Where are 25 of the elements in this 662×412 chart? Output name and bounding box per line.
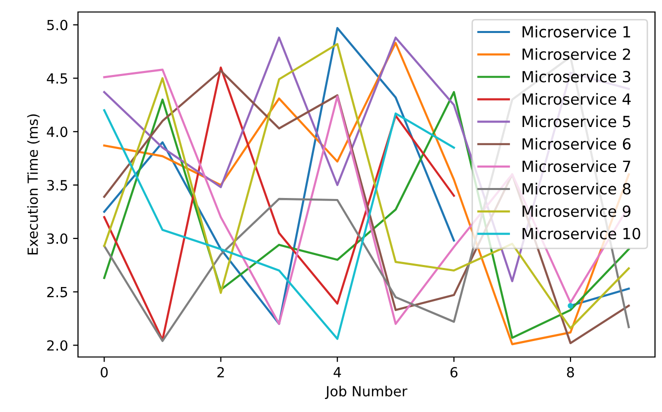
x-tick-label: 0 <box>100 366 108 378</box>
legend-label: Microservice 1 <box>522 26 630 38</box>
legend-label: Microservice 8 <box>522 182 630 195</box>
y-tick-label: 3.0 <box>47 233 68 244</box>
line-series <box>103 66 455 341</box>
legend-label: Microservice 4 <box>522 93 631 105</box>
legend-label: Microservice 7 <box>522 160 630 172</box>
legend-label: Microservice 5 <box>522 115 630 128</box>
x-tick-label: 8 <box>567 366 574 378</box>
x-axis-title: Job Number <box>324 386 408 400</box>
x-tick-label: 2 <box>217 366 224 378</box>
y-tick-label: 4.0 <box>46 126 68 138</box>
x-tick-label: 4 <box>334 367 341 378</box>
legend-label: Microservice 2 <box>522 48 630 60</box>
legend-label: Microservice 6 <box>522 138 631 150</box>
legend-label: Microservice 9 <box>522 205 630 217</box>
y-tick-label: 4.5 <box>46 73 68 84</box>
x-tick-label: 6 <box>450 366 458 378</box>
y-tick-label: 3.5 <box>47 180 68 191</box>
y-tick-label: 2.0 <box>47 340 68 351</box>
y-axis-title: Execution Time (ms) <box>27 114 40 254</box>
y-tick-label: 5.0 <box>47 20 68 30</box>
legend-label: Microservice 10 <box>522 228 640 240</box>
legend-label: Microservice 3 <box>522 70 630 82</box>
y-tick-label: 2.5 <box>47 286 68 298</box>
